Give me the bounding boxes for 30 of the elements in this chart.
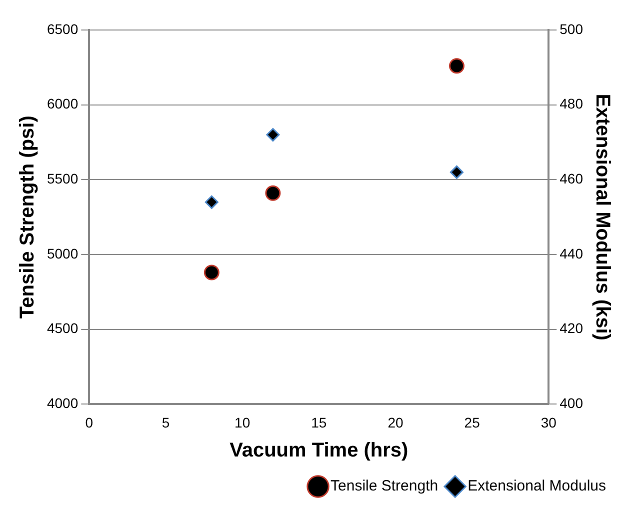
x-tick-label: 20 (388, 414, 404, 430)
y-tick-label: 5000 (46, 245, 78, 262)
x-axis-title: Vacuum Time (hrs) (230, 440, 408, 462)
y-tick-label: 6500 (46, 20, 78, 37)
point (448, 58, 464, 74)
y-tick-label: 4000 (46, 395, 78, 412)
point (450, 165, 464, 179)
legend-label: Tensile Strength (330, 478, 438, 495)
x-tick-label: 15 (311, 414, 327, 430)
point (265, 185, 281, 201)
x-tick-label: 10 (234, 414, 250, 430)
y2-tick-label: 400 (560, 395, 584, 412)
y-tick-label: 6000 (46, 96, 78, 112)
y2-tick-label: 500 (560, 20, 584, 37)
point (204, 264, 220, 280)
y2-tick-label: 440 (560, 245, 584, 262)
point (204, 195, 218, 209)
point (266, 128, 280, 142)
y-tick-label: 4500 (46, 320, 78, 336)
legend-label: Extensional Modulus (468, 478, 606, 495)
x-tick-label: 25 (464, 414, 480, 430)
y2-tick-label: 460 (560, 170, 584, 187)
y-tick-label: 5500 (46, 170, 78, 187)
x-tick-label: 0 (85, 414, 94, 430)
y2-tick-label: 480 (560, 96, 584, 112)
x-tick-label: 5 (162, 414, 170, 430)
y-axis-title: Tensile Strength (psi) (16, 116, 39, 319)
y2-axis-title: Extensional Modulus (ksi) (591, 94, 614, 340)
x-tick-label: 30 (540, 414, 557, 430)
y2-tick-label: 420 (560, 320, 584, 336)
